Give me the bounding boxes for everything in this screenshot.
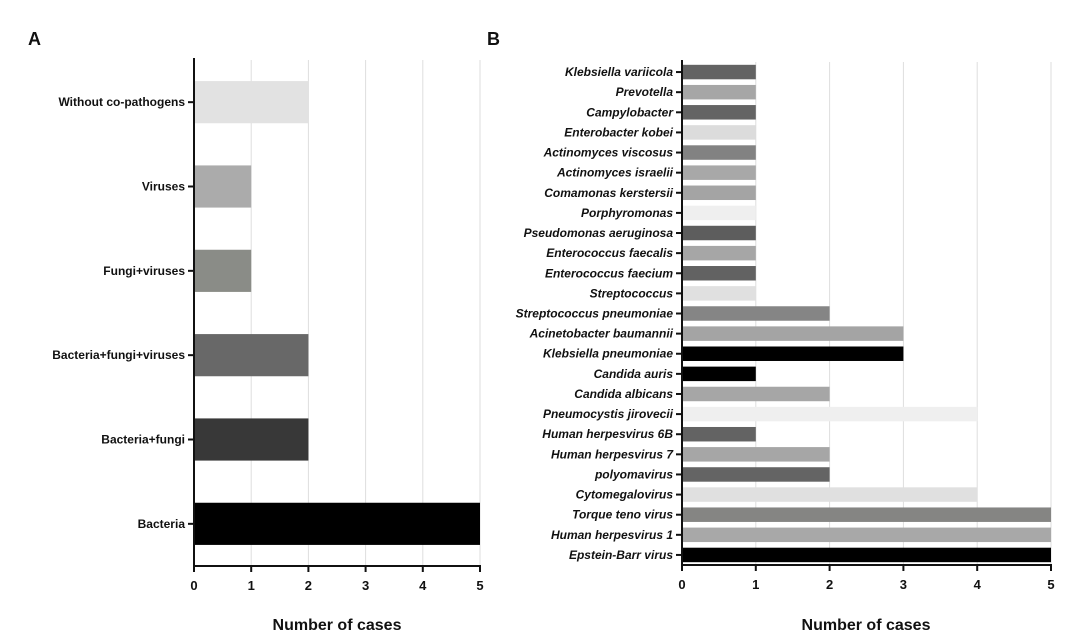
bar-b-14 [682, 346, 904, 361]
x-tick-label-a-1: 1 [248, 578, 255, 593]
x-tick-label-a-0: 0 [190, 578, 197, 593]
category-labels-a: Without co-pathogens Viruses Fungi+viruses… [52, 95, 185, 531]
x-axis-title-b: Number of cases [802, 617, 931, 634]
bar-b-4 [682, 145, 756, 160]
bar-b-0 [682, 64, 756, 80]
axes-b [676, 60, 1052, 571]
bar-a-5 [194, 502, 480, 545]
category-label-b-17: Pneumocystis jirovecii [543, 407, 674, 421]
x-tick-label-b-1: 1 [752, 577, 759, 592]
category-label-b-13: Acinetobacter baumannii [529, 327, 674, 341]
bar-b-23 [682, 527, 1051, 543]
category-label-b-11: Streptococcus [590, 286, 674, 300]
category-labels-b: Klebsiella variicola Prevotella Campylobac… [516, 65, 675, 562]
category-label-b-6: Comamonas kerstersii [544, 186, 673, 200]
panel-letter-a: A [28, 29, 41, 49]
category-label-b-2: Campylobacter [586, 105, 674, 119]
category-label-b-24: Epstein-Barr virus [569, 548, 673, 562]
x-tick-label-a-2: 2 [305, 578, 312, 593]
chart-panel-a: Without co-pathogens Viruses Fungi+viruses… [52, 58, 484, 634]
category-label-b-22: Torque teno virus [572, 508, 673, 522]
bar-b-6 [682, 185, 756, 201]
category-label-a-3: Bacteria+fungi+viruses [52, 348, 185, 362]
bar-a-3 [194, 334, 309, 377]
bar-b-18 [682, 426, 756, 442]
category-label-a-4: Bacteria+fungi [101, 433, 185, 447]
bars-a [194, 81, 480, 545]
category-label-b-23: Human herpesvirus 1 [551, 528, 673, 542]
category-label-b-16: Candida albicans [574, 387, 673, 401]
category-label-b-21: Cytomegalovirus [576, 488, 674, 502]
bar-b-22 [682, 507, 1051, 522]
bar-b-5 [682, 165, 756, 180]
bar-b-17 [682, 406, 978, 422]
axes-a [188, 58, 481, 572]
chart-panel-b: Klebsiella variicola Prevotella Campylobac… [516, 60, 1055, 634]
x-tick-labels-b: 0 1 2 3 4 5 [678, 577, 1054, 592]
category-label-b-9: Enterococcus faecalis [546, 246, 673, 260]
x-tick-label-a-5: 5 [476, 578, 483, 593]
category-label-b-19: Human herpesvirus 7 [551, 447, 674, 461]
bar-a-1 [194, 165, 252, 208]
category-label-b-14: Klebsiella pneumoniae [543, 347, 673, 361]
category-label-a-1: Viruses [142, 180, 185, 194]
x-tick-label-a-4: 4 [419, 578, 427, 593]
category-label-b-5: Actinomyces israelii [556, 166, 674, 180]
category-label-b-18: Human herpesvirus 6B [542, 427, 673, 441]
x-tick-label-b-0: 0 [678, 577, 685, 592]
bar-b-20 [682, 467, 830, 482]
bars-b [682, 64, 1051, 563]
x-tick-label-b-3: 3 [900, 577, 907, 592]
bar-b-15 [682, 366, 756, 382]
bar-b-3 [682, 125, 756, 140]
bar-b-1 [682, 84, 756, 100]
category-label-a-2: Fungi+viruses [103, 264, 185, 278]
category-label-b-1: Prevotella [616, 85, 674, 99]
category-label-b-20: polyomavirus [594, 467, 673, 481]
category-label-b-3: Enterobacter kobei [564, 125, 673, 139]
bar-b-24 [682, 547, 1051, 563]
category-label-b-12: Streptococcus pneumoniae [516, 307, 674, 321]
category-label-a-5: Bacteria [138, 517, 186, 531]
category-label-b-10: Enterococcus faecium [545, 266, 673, 280]
bar-b-8 [682, 225, 756, 241]
bar-b-13 [682, 326, 904, 341]
category-label-b-0: Klebsiella variicola [565, 65, 673, 79]
x-tick-label-b-5: 5 [1047, 577, 1054, 592]
x-tick-label-a-3: 3 [362, 578, 369, 593]
category-label-b-15: Candida auris [594, 367, 674, 381]
category-label-b-4: Actinomyces viscosus [543, 146, 674, 160]
bar-b-19 [682, 447, 830, 462]
x-tick-labels-a: 0 1 2 3 4 5 [190, 578, 483, 593]
category-label-b-7: Porphyromonas [581, 206, 673, 220]
bar-b-9 [682, 245, 756, 261]
panel-letter-b: B [487, 29, 500, 49]
bar-b-12 [682, 306, 830, 321]
category-label-a-0: Without co-pathogens [58, 95, 185, 109]
bar-b-16 [682, 386, 830, 402]
x-axis-title-a: Number of cases [273, 617, 402, 634]
bar-b-7 [682, 205, 756, 221]
bar-a-0 [194, 81, 309, 124]
bar-b-11 [682, 286, 756, 301]
bar-b-21 [682, 487, 978, 502]
bar-b-10 [682, 266, 756, 281]
bar-a-4 [194, 418, 309, 461]
bar-a-2 [194, 249, 252, 292]
bar-b-2 [682, 105, 756, 120]
category-label-b-8: Pseudomonas aeruginosa [524, 226, 674, 240]
x-tick-label-b-2: 2 [826, 577, 833, 592]
gridlines-a [250, 60, 481, 566]
x-tick-label-b-4: 4 [974, 577, 982, 592]
